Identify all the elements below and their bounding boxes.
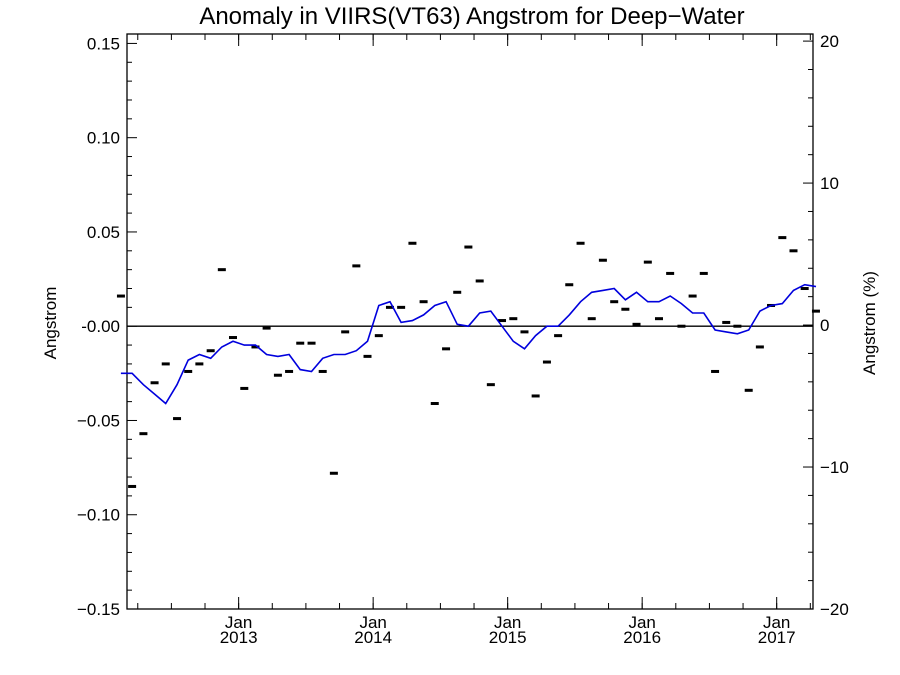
data-point <box>688 294 697 298</box>
x-tick-label-month: Jan <box>494 613 521 632</box>
data-point <box>352 264 361 268</box>
data-point <box>195 362 204 366</box>
data-point <box>811 309 820 313</box>
data-point <box>139 432 148 436</box>
data-point <box>800 287 809 291</box>
data-point <box>587 317 596 321</box>
x-tick-label-year: 2013 <box>220 628 258 647</box>
x-tick-label-month: Jan <box>359 613 386 632</box>
data-point <box>273 373 282 377</box>
y-left-tick-label: 0.15 <box>87 34 120 53</box>
data-point <box>677 324 686 328</box>
data-point <box>262 326 271 330</box>
data-point <box>520 330 529 334</box>
y-axis-label-left: Angstrom <box>41 287 60 360</box>
data-point <box>397 305 406 309</box>
data-point <box>509 317 518 321</box>
series-line <box>120 283 817 405</box>
data-point <box>318 369 327 373</box>
x-tick-label-year: 2016 <box>623 628 661 647</box>
data-point <box>498 319 507 323</box>
data-point <box>116 294 125 298</box>
data-point <box>251 345 260 349</box>
data-point <box>128 484 137 488</box>
y-left-tick-label: −0.05 <box>77 411 120 430</box>
y-right-tick-label: −10 <box>820 458 849 477</box>
data-point <box>610 300 619 304</box>
data-point <box>531 394 540 398</box>
data-point <box>565 283 574 287</box>
data-point <box>173 417 182 421</box>
y-left-tick-label: −0.15 <box>77 600 120 619</box>
data-point <box>385 305 394 309</box>
x-tick-label-year: 2014 <box>354 628 392 647</box>
data-point <box>240 386 249 390</box>
data-point <box>307 341 316 345</box>
y-right-tick-label: −20 <box>820 600 849 619</box>
data-point <box>632 322 641 326</box>
data-point <box>699 271 708 275</box>
data-point <box>363 354 372 358</box>
y-left-tick-label: -0.00 <box>81 317 120 336</box>
data-point <box>419 300 428 304</box>
data-point <box>744 388 753 392</box>
data-point <box>643 260 652 264</box>
data-point <box>374 334 383 338</box>
plot-frame <box>126 33 814 610</box>
y-left-tick-label: 0.10 <box>87 129 120 148</box>
y-right-tick-label: 20 <box>820 32 839 51</box>
axes-layer: 0.15 0.10 0.05 -0.00 −0.05 −0.10 −0.15 20 10 0 −10… <box>77 32 849 647</box>
data-point <box>442 347 451 351</box>
data-point <box>475 279 484 283</box>
x-tick-label-month: Jan <box>763 613 790 632</box>
data-point <box>486 383 495 387</box>
data-point <box>722 320 731 324</box>
data-point <box>621 307 630 311</box>
data-point <box>408 241 417 245</box>
x-tick-label-month: Jan <box>628 613 655 632</box>
data-point <box>542 360 551 364</box>
data-point <box>453 290 462 294</box>
data-point <box>228 336 237 340</box>
data-point <box>755 345 764 349</box>
data-point <box>150 381 159 385</box>
data-point <box>576 241 585 245</box>
x-tick-label-year: 2015 <box>489 628 527 647</box>
data-layer <box>116 236 820 488</box>
data-point <box>217 268 226 272</box>
data-point <box>329 471 338 475</box>
data-point <box>341 330 350 334</box>
data-point <box>733 324 742 328</box>
data-point <box>464 245 473 249</box>
data-point <box>430 402 439 406</box>
data-point <box>654 317 663 321</box>
data-point <box>666 271 675 275</box>
data-point <box>184 369 193 373</box>
data-point <box>711 369 720 373</box>
chart-title: Anomaly in VIIRS(VT63) Angstrom for Deep… <box>199 3 744 30</box>
data-point <box>161 362 170 366</box>
data-point <box>789 249 798 253</box>
x-tick-label-year: 2017 <box>758 628 796 647</box>
data-point <box>554 334 563 338</box>
y-axis-label-right: Angstrom (%) <box>860 271 879 375</box>
y-right-tick-label: 10 <box>820 174 839 193</box>
data-point <box>296 341 305 345</box>
data-point <box>778 236 787 240</box>
y-right-tick-label: 0 <box>820 316 829 335</box>
x-tick-label-month: Jan <box>225 613 252 632</box>
y-left-tick-label: 0.05 <box>87 223 120 242</box>
y-left-tick-label: −0.10 <box>77 506 120 525</box>
data-point <box>598 258 607 262</box>
data-point <box>206 349 215 353</box>
data-point <box>285 369 294 373</box>
